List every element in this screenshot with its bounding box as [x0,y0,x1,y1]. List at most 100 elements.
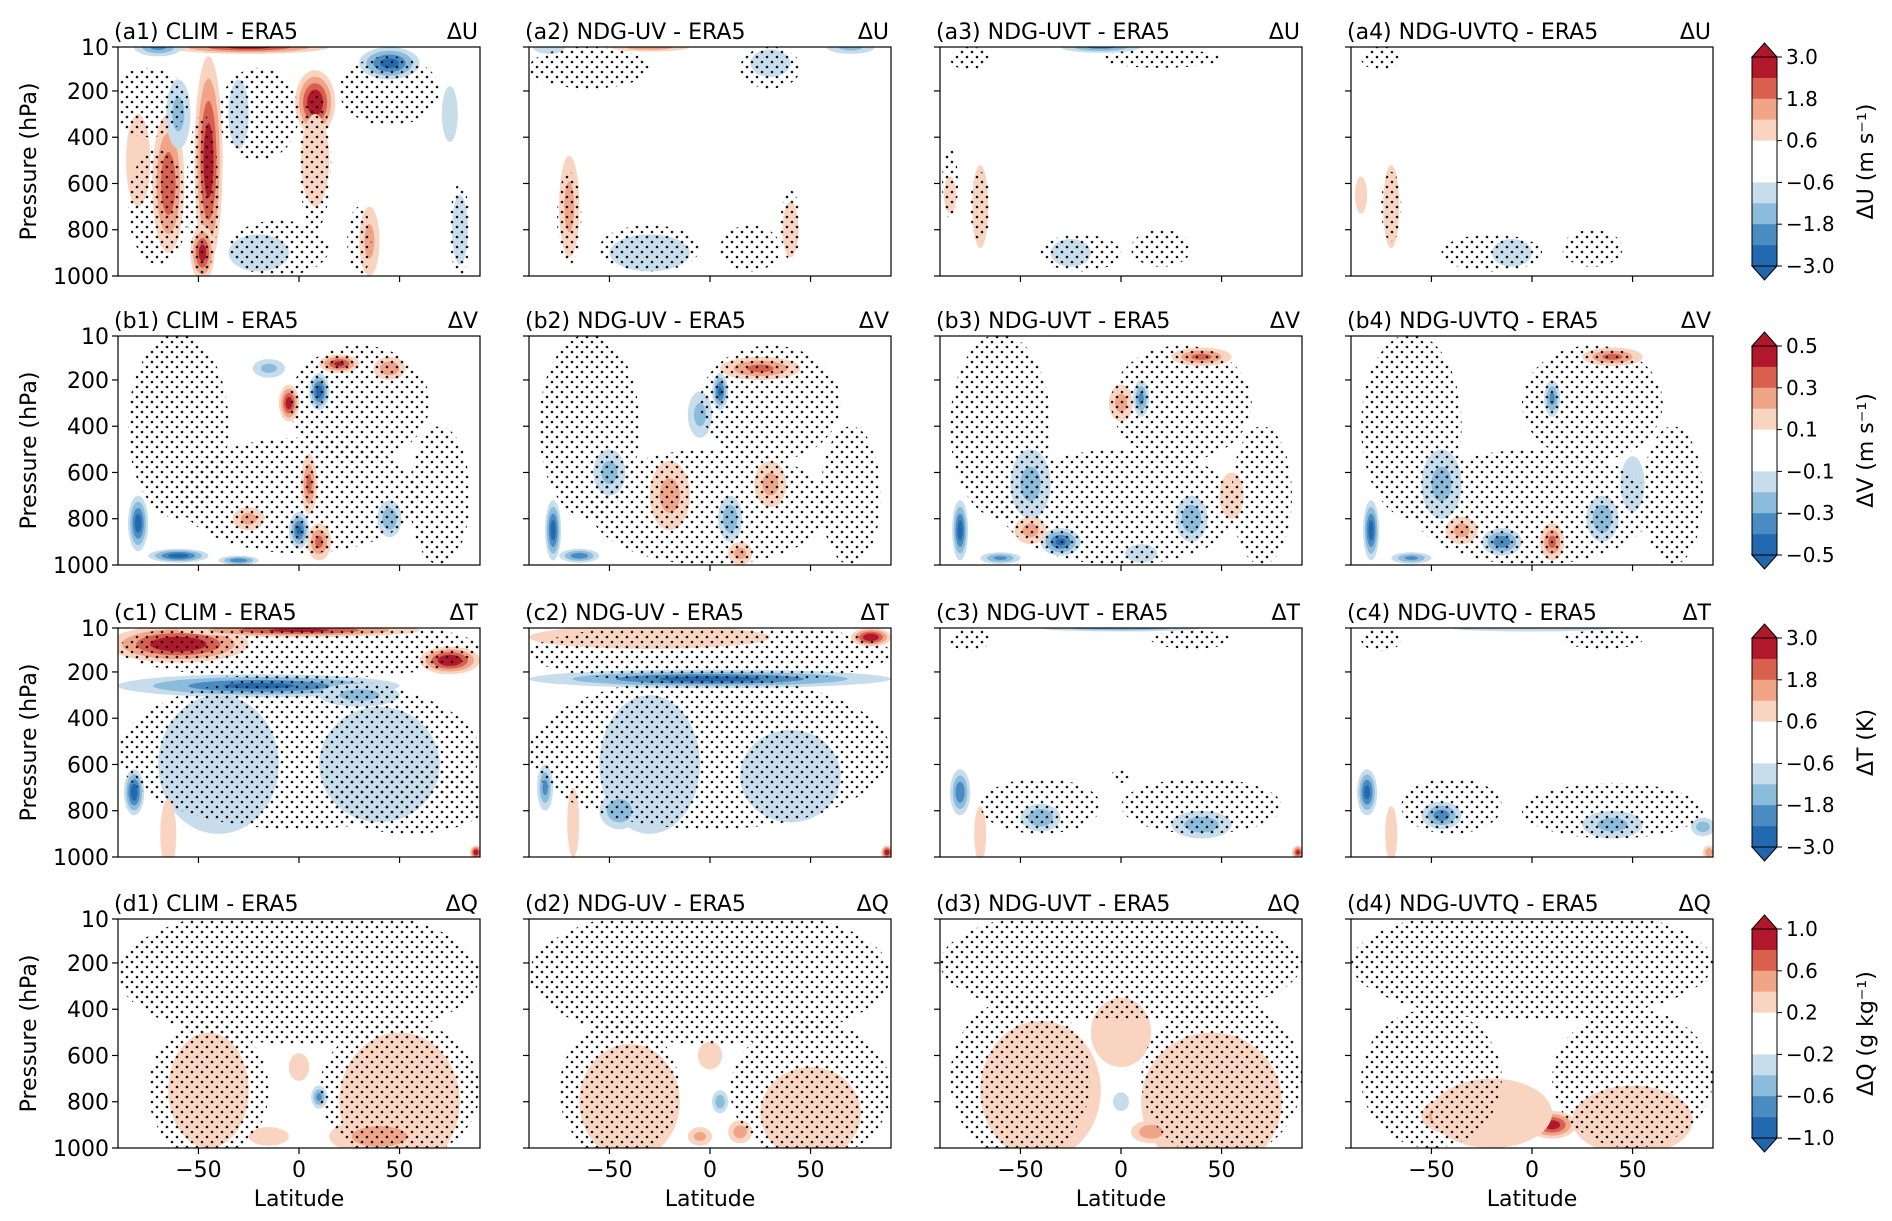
panel-variable-label: ΔU [1269,20,1300,45]
significance-stipple [1351,919,1713,1021]
x-tick-label: 50 [797,1158,825,1183]
colorbar-tick-label: −3.0 [1786,254,1835,278]
colorbar-band [1752,471,1777,493]
significance-stipple [118,919,480,1044]
anomaly-contour [838,47,863,51]
significance-stipple [1521,782,1703,839]
colorbar-tick-label: 0.6 [1786,959,1818,983]
colorbar-band [1752,57,1777,79]
panel-1-1: (b2) NDG-UV - ERA5 ΔV [523,309,892,571]
anomaly-contour [733,1125,747,1139]
colorbar-tick-label: 3.0 [1786,626,1818,650]
colorbar-extend-max [1750,914,1779,930]
significance-stipple [780,190,801,260]
panel-variable-label: ΔT [861,601,890,626]
colorbar-1: 0.5 0.3 0.1 −0.1 −0.3 −0.5 ΔV (m s⁻¹) [1750,331,1879,570]
anomaly-contour [1404,556,1419,560]
y-axis-label: Pressure (hPa) [17,955,42,1113]
colorbar-band [1752,77,1777,100]
panel-title: (a1) CLIM - ERA5 [114,20,298,45]
significance-stipple [730,1020,891,1148]
significance-stipple [329,764,480,834]
panel-1-2: (b3) NDG-UVT - ERA5 ΔV [934,309,1303,571]
y-tick-label: 200 [67,369,109,394]
significance-stipple [1131,229,1192,267]
colorbar-band [1752,161,1777,183]
significance-stipple [1552,1009,1713,1148]
panel-variable-label: ΔQ [1268,892,1300,917]
anomaly-contour [866,635,875,640]
x-tick-label: 0 [1114,1158,1128,1183]
significance-stipple [178,437,420,554]
significance-stipple [347,206,372,276]
significance-stipple [589,449,831,565]
x-tick-label: −50 [586,1158,632,1183]
colorbar-tick-label: 1.0 [1786,917,1818,941]
colorbar-band [1752,534,1777,556]
significance-stipple [118,67,189,138]
colorbar-band [1752,742,1777,764]
colorbar-band [1752,366,1777,389]
y-tick-label: 200 [67,952,109,977]
anomaly-contour [441,86,458,142]
colorbar-band [1752,408,1777,430]
panel-variable-label: ΔV [859,309,889,334]
anomaly-contour [570,552,588,559]
colorbar-band [1752,346,1777,368]
significance-stipple [339,56,440,126]
anomaly-contour [1363,785,1371,800]
x-axis-label: Latitude [665,1187,756,1212]
colorbar-band [1752,492,1777,514]
significance-stipple [559,1020,680,1148]
panel-1-0: (b1) CLIM - ERA5 ΔV 10 200 400 600 800 1000 Pres… [17,309,481,579]
significance-stipple [1401,778,1502,834]
colorbar-band [1752,805,1777,827]
panel-0-3: (a4) NDG-UVTQ - ERA5 ΔU [1345,20,1714,282]
y-tick-label: 400 [67,707,109,732]
significance-stipple [1121,778,1282,834]
significance-stipple [980,778,1101,834]
colorbar-tick-label: −0.6 [1786,751,1835,775]
significance-stipple [148,1020,269,1148]
colorbar-band [1752,1012,1777,1034]
significance-stipple [529,676,891,830]
y-tick-label: 600 [67,172,109,197]
anomaly-contour [160,799,177,857]
colorbar-extend-min [1750,1137,1779,1153]
colorbar-band [1752,638,1777,660]
anomaly-contour [955,781,965,803]
colorbar-tick-label: 1.8 [1786,668,1818,692]
significance-stipple [298,90,332,230]
significance-stipple [1040,234,1121,272]
panel-variable-label: ΔU [858,20,889,45]
anomaly-contour [693,1131,706,1142]
y-tick-label: 800 [67,1091,109,1116]
significance-stipple [218,67,299,161]
panel-title: (b2) NDG-UV - ERA5 [525,309,746,334]
significance-stipple [529,47,650,89]
significance-stipple [1411,449,1653,565]
anomaly-contour [1368,520,1374,541]
panel-3-0: (d1) CLIM - ERA5 ΔQ 10 200 400 600 800 1000 −50 0… [17,892,481,1212]
colorbar-band [1752,970,1777,992]
panel-title: (b1) CLIM - ERA5 [114,309,298,334]
significance-stipple [557,171,582,265]
y-tick-label: 1000 [53,846,109,871]
colorbar-tick-label: 3.0 [1786,45,1818,69]
anomaly-contour [993,556,1008,560]
panel-variable-label: ΔT [450,601,479,626]
colorbar-frame [1751,637,1778,848]
anomaly-contour [1296,850,1300,855]
anomaly-contour [1385,806,1398,857]
colorbar-band [1752,929,1777,951]
panel-variable-label: ΔT [1272,601,1301,626]
anomaly-contour [885,850,889,854]
anomaly-contour [715,1094,725,1109]
colorbar-band [1752,429,1777,451]
significance-stipple [1100,49,1222,68]
significance-stipple [409,426,470,565]
x-axis-label: Latitude [1487,1187,1578,1212]
significance-stipple [1000,449,1242,565]
colorbar-band [1752,826,1777,848]
colorbar-band [1752,182,1777,204]
